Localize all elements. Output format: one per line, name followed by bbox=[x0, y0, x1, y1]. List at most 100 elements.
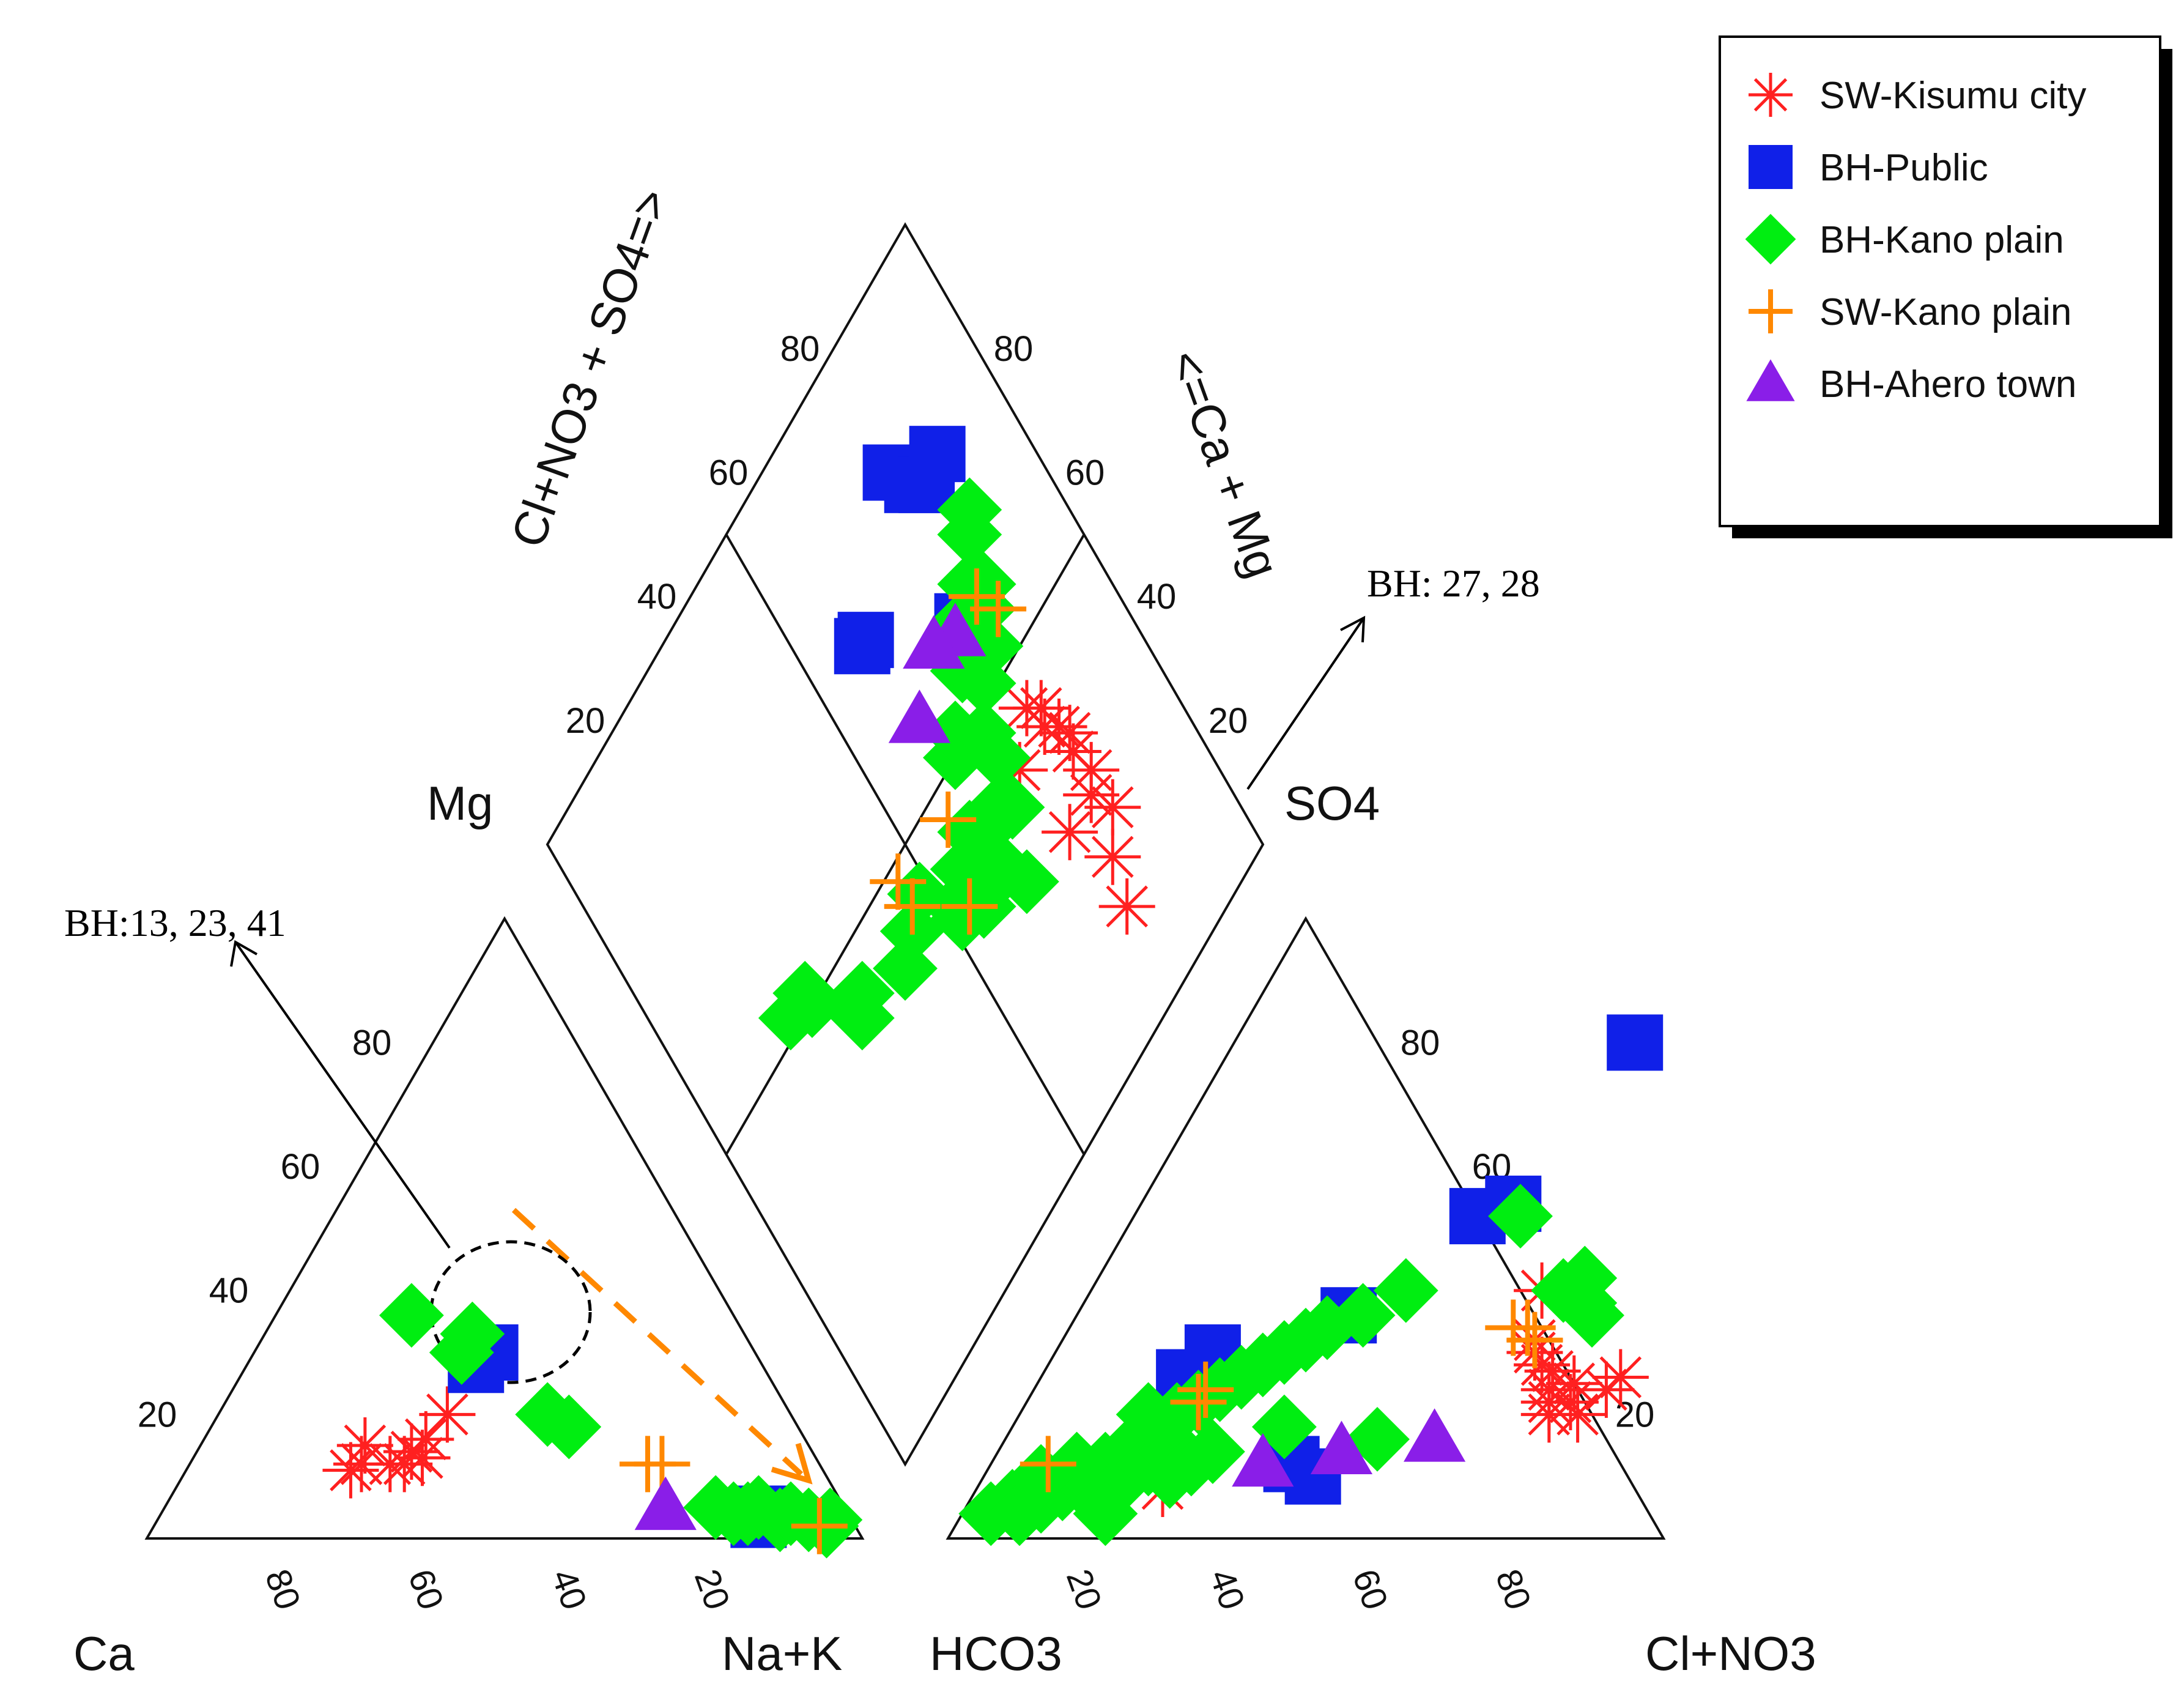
data-point-diamond bbox=[930, 837, 995, 902]
cation-triangle bbox=[144, 916, 865, 1540]
data-point-diamond bbox=[1116, 1431, 1181, 1497]
data-point-square bbox=[837, 612, 894, 669]
annotation-cation-group: BH:13, 23, 41 bbox=[64, 901, 286, 944]
legend-label: SW-Kano plain bbox=[1819, 291, 2071, 333]
tick-label: 80 bbox=[994, 329, 1034, 369]
tick-label: 60 bbox=[1065, 453, 1105, 493]
annotation-arrows bbox=[230, 615, 1366, 1249]
tick-label: 80 bbox=[1488, 1564, 1539, 1615]
axis-label-hco3: HCO3 bbox=[930, 1627, 1062, 1680]
data-point-square bbox=[1749, 145, 1793, 189]
data-point-asterisk bbox=[1098, 878, 1155, 935]
data-point-asterisk bbox=[322, 1442, 379, 1499]
data-point-diamond bbox=[1330, 1283, 1396, 1348]
data-point-diamond bbox=[798, 1487, 863, 1553]
data-point-diamond bbox=[829, 985, 895, 1051]
axis-label-so4: SO4 bbox=[1284, 776, 1380, 830]
data-point-diamond bbox=[701, 1481, 766, 1546]
tick-label: 40 bbox=[637, 577, 677, 617]
data-point-diamond bbox=[1073, 1481, 1138, 1546]
legend-label: BH-Public bbox=[1819, 147, 1988, 189]
data-point-plus bbox=[920, 791, 977, 848]
legend-item: SW-Kisumu city bbox=[1749, 73, 2086, 117]
data-point-asterisk bbox=[1549, 1386, 1606, 1443]
tick-label: 40 bbox=[209, 1271, 249, 1311]
data-point-plus bbox=[1499, 1299, 1556, 1356]
trend-arrow bbox=[511, 1208, 813, 1485]
axis-label-na-k: Na+K bbox=[722, 1627, 842, 1680]
tick-label: 80 bbox=[257, 1564, 308, 1615]
data-point-plus bbox=[1020, 1436, 1076, 1493]
legend-label: BH-Ahero town bbox=[1819, 363, 2076, 406]
data-point-triangle bbox=[1746, 359, 1795, 401]
axis-label-diamond-left: Cl+NO3 + SO4=> bbox=[500, 182, 679, 554]
data-point-plus bbox=[1170, 1374, 1227, 1431]
annotation-anion-group: BH: 27, 28 bbox=[1367, 562, 1540, 605]
axis-label-mg: Mg bbox=[427, 776, 493, 830]
axis-label-cl-no3: Cl+NO3 bbox=[1645, 1627, 1816, 1680]
data-point-diamond bbox=[1488, 1184, 1553, 1249]
data-point-diamond bbox=[1116, 1382, 1181, 1447]
data-point-asterisk bbox=[1042, 804, 1098, 861]
data-point-asterisk bbox=[419, 1386, 476, 1443]
data-point-diamond bbox=[515, 1382, 580, 1447]
tick-label: 80 bbox=[780, 329, 820, 369]
data-point-diamond bbox=[937, 477, 1002, 543]
data-point-triangle bbox=[1310, 1420, 1373, 1474]
data-point-triangle bbox=[888, 689, 950, 743]
tick-label: 40 bbox=[1202, 1564, 1253, 1615]
data-point-plus bbox=[1749, 289, 1793, 333]
data-point-diamond bbox=[1137, 1444, 1202, 1509]
tick-label: 20 bbox=[566, 701, 605, 741]
data-point-asterisk bbox=[333, 1436, 390, 1493]
data-point-asterisk bbox=[1063, 766, 1120, 823]
tick-label: 20 bbox=[138, 1395, 177, 1434]
data-point-plus bbox=[970, 581, 1027, 637]
data-point-diamond bbox=[1044, 1431, 1109, 1497]
data-point-diamond bbox=[887, 861, 952, 927]
data-point-diamond bbox=[930, 638, 995, 703]
data-point-diamond bbox=[1531, 1258, 1596, 1323]
tick-label: 20 bbox=[687, 1564, 738, 1615]
tick-label: 60 bbox=[281, 1147, 320, 1187]
tick-label: 80 bbox=[1401, 1023, 1440, 1063]
data-point-triangle bbox=[903, 615, 965, 669]
data-point-plus bbox=[791, 1497, 848, 1554]
data-point-asterisk bbox=[1592, 1349, 1649, 1406]
data-point-plus bbox=[941, 878, 998, 935]
legend-label: BH-Kano plain bbox=[1819, 219, 2064, 261]
diamond-divider bbox=[725, 533, 1086, 1156]
diamond-frame bbox=[546, 222, 1265, 1467]
data-point-diamond bbox=[966, 774, 1031, 840]
data-point-plus bbox=[1177, 1361, 1234, 1418]
tick-label: 60 bbox=[709, 453, 749, 493]
data-point-diamond bbox=[1560, 1283, 1624, 1348]
axis-label-ca: Ca bbox=[73, 1627, 135, 1680]
data-point-plus bbox=[884, 878, 941, 935]
legend-item: BH-Public bbox=[1749, 145, 1988, 189]
data-point-plus bbox=[949, 568, 1005, 625]
data-point-diamond bbox=[1373, 1258, 1438, 1323]
data-point-diamond bbox=[1745, 213, 1796, 265]
legend-item: BH-Kano plain bbox=[1745, 213, 2064, 265]
data-points bbox=[322, 426, 1664, 1559]
tick-label: 40 bbox=[544, 1564, 594, 1615]
data-point-asterisk bbox=[1749, 73, 1793, 117]
tick-label: 80 bbox=[352, 1023, 392, 1063]
data-point-asterisk bbox=[1084, 779, 1141, 836]
data-point-diamond bbox=[972, 837, 1038, 902]
data-point-diamond bbox=[1209, 1345, 1274, 1410]
data-point-plus bbox=[1506, 1312, 1563, 1368]
axis-label-diamond-right: <=Ca + Mg bbox=[1158, 343, 1290, 585]
legend: SW-Kisumu city BH-Public BH-Kano plain SW-K… bbox=[1719, 35, 2172, 538]
data-point-square bbox=[909, 426, 966, 483]
legend-item: BH-Ahero town bbox=[1746, 359, 2076, 406]
data-point-asterisk bbox=[1084, 828, 1141, 885]
data-point-diamond bbox=[379, 1283, 444, 1348]
data-point-diamond bbox=[1180, 1419, 1245, 1485]
group-ellipse bbox=[429, 1240, 592, 1384]
data-point-diamond bbox=[1009, 1444, 1073, 1509]
tick-label: 60 bbox=[401, 1564, 451, 1615]
